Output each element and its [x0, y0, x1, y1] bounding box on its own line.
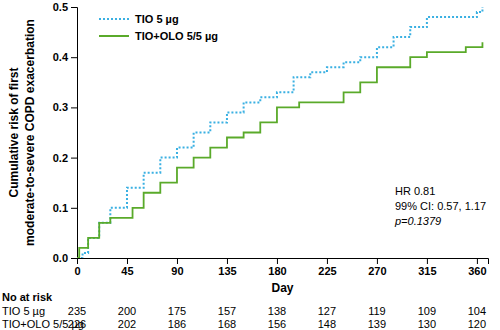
x-tick-label: 90 — [171, 265, 183, 277]
x-tick-label: 0 — [74, 265, 80, 277]
annotation: p=0.1379 — [394, 215, 441, 227]
x-tick-label: 225 — [318, 265, 336, 277]
y-tick-label: 0.0 — [53, 252, 68, 264]
x-tick-label: 315 — [418, 265, 436, 277]
y-tick-label: 0.3 — [53, 101, 68, 113]
y-tick: 0.0 — [53, 252, 77, 264]
annotation: HR 0.81 — [395, 185, 435, 197]
legend-label: TIO 5 µg — [135, 13, 179, 25]
at-risk-value: 148 — [318, 318, 336, 330]
x-tick: 180 — [268, 258, 286, 277]
x-tick-mark — [377, 258, 378, 264]
x-tick-label: 360 — [468, 265, 486, 277]
legend-item: TIO 5 µg — [99, 13, 179, 25]
annotation: 99% CI: 0.57, 1.17 — [395, 200, 486, 212]
x-tick: 225 — [318, 258, 336, 277]
legend-item: TIO+OLO 5/5 µg — [99, 30, 218, 42]
x-axis: 0 45 90 135 180 225 270 315 360 — [74, 258, 488, 277]
y-axis-title: Cumulative risk of first — [7, 67, 21, 197]
y-tick-mark — [71, 258, 77, 259]
y-tick-label: 0.2 — [53, 152, 68, 164]
at-risk-value: 226 — [68, 318, 86, 330]
at-risk-value: 156 — [268, 318, 286, 330]
y-tick: 0.1 — [53, 202, 77, 214]
annotations: HR 0.81 99% CI: 0.57, 1.17 p=0.1379 — [394, 185, 486, 227]
legend-label: TIO+OLO 5/5 µg — [135, 30, 218, 42]
x-tick-mark — [77, 258, 78, 264]
at-risk-value: 104 — [468, 305, 486, 317]
y-tick: 0.2 — [53, 152, 77, 164]
x-tick: 45 — [121, 258, 133, 277]
at-risk-value: 235 — [68, 305, 86, 317]
at-risk-value: 200 — [118, 305, 136, 317]
y-tick: 0.3 — [53, 101, 77, 113]
x-tick: 0 — [74, 258, 80, 277]
x-tick-mark — [227, 258, 228, 264]
y-tick: 0.5 — [53, 1, 77, 13]
legend: TIO 5 µg TIO+OLO 5/5 µg — [99, 13, 218, 42]
at-risk-value: 127 — [318, 305, 336, 317]
at-risk-value: 168 — [218, 318, 236, 330]
x-tick-label: 45 — [121, 265, 133, 277]
chart: 0.0 0.1 0.2 0.3 0.4 0.5 0 45 90 135 180 225 270 315 36… — [0, 0, 500, 330]
y-tick-mark — [71, 208, 77, 209]
at-risk-table: No at riskTIO 5 µg2352001751571381271191… — [2, 291, 486, 330]
at-risk-row-label: TIO 5 µg — [2, 305, 45, 317]
y-axis-line — [71, 8, 78, 259]
y-tick-label: 0.5 — [53, 1, 68, 13]
at-risk-value: 202 — [118, 318, 136, 330]
at-risk-value: 138 — [268, 305, 286, 317]
y-tick-label: 0.4 — [53, 51, 69, 63]
at-risk-value: 120 — [468, 318, 486, 330]
x-tick-label: 180 — [268, 265, 286, 277]
y-tick: 0.4 — [53, 51, 77, 63]
series-group — [77, 7, 482, 258]
at-risk-value: 130 — [418, 318, 436, 330]
y-tick-label: 0.1 — [53, 202, 68, 214]
at-risk-value: 139 — [368, 318, 386, 330]
x-tick-mark — [177, 258, 178, 264]
y-axis: 0.0 0.1 0.2 0.3 0.4 0.5 — [53, 1, 78, 264]
y-tick-mark — [71, 158, 77, 159]
y-axis-title: moderate-to-severe COPD exacerbation — [23, 19, 37, 246]
y-tick-mark — [71, 107, 77, 108]
x-tick: 90 — [171, 258, 183, 277]
at-risk-value: 109 — [418, 305, 436, 317]
at-risk-value: 175 — [168, 305, 186, 317]
x-axis-title: Day — [271, 281, 293, 295]
y-tick-mark — [71, 7, 77, 8]
x-tick: 135 — [218, 258, 236, 277]
at-risk-title: No at risk — [2, 291, 53, 303]
x-tick: 270 — [368, 258, 386, 277]
series-line — [77, 42, 482, 258]
x-tick-mark — [277, 258, 278, 264]
x-tick-label: 135 — [218, 265, 236, 277]
x-tick-mark — [327, 258, 328, 264]
x-tick-mark — [477, 258, 478, 264]
at-risk-value: 186 — [168, 318, 186, 330]
legend-swatch — [99, 18, 129, 20]
y-tick-mark — [71, 57, 77, 58]
at-risk-value: 157 — [218, 305, 236, 317]
x-tick-mark — [127, 258, 128, 264]
series-line — [77, 7, 482, 258]
x-tick: 360 — [468, 258, 486, 277]
plot: 0.0 0.1 0.2 0.3 0.4 0.5 0 45 90 135 180 225 270 315 36… — [53, 1, 489, 277]
at-risk-value: 119 — [368, 305, 386, 317]
x-tick-label: 270 — [368, 265, 386, 277]
x-tick-mark — [427, 258, 428, 264]
legend-swatch — [99, 35, 129, 37]
x-tick: 315 — [418, 258, 436, 277]
x-axis-line — [78, 259, 489, 265]
